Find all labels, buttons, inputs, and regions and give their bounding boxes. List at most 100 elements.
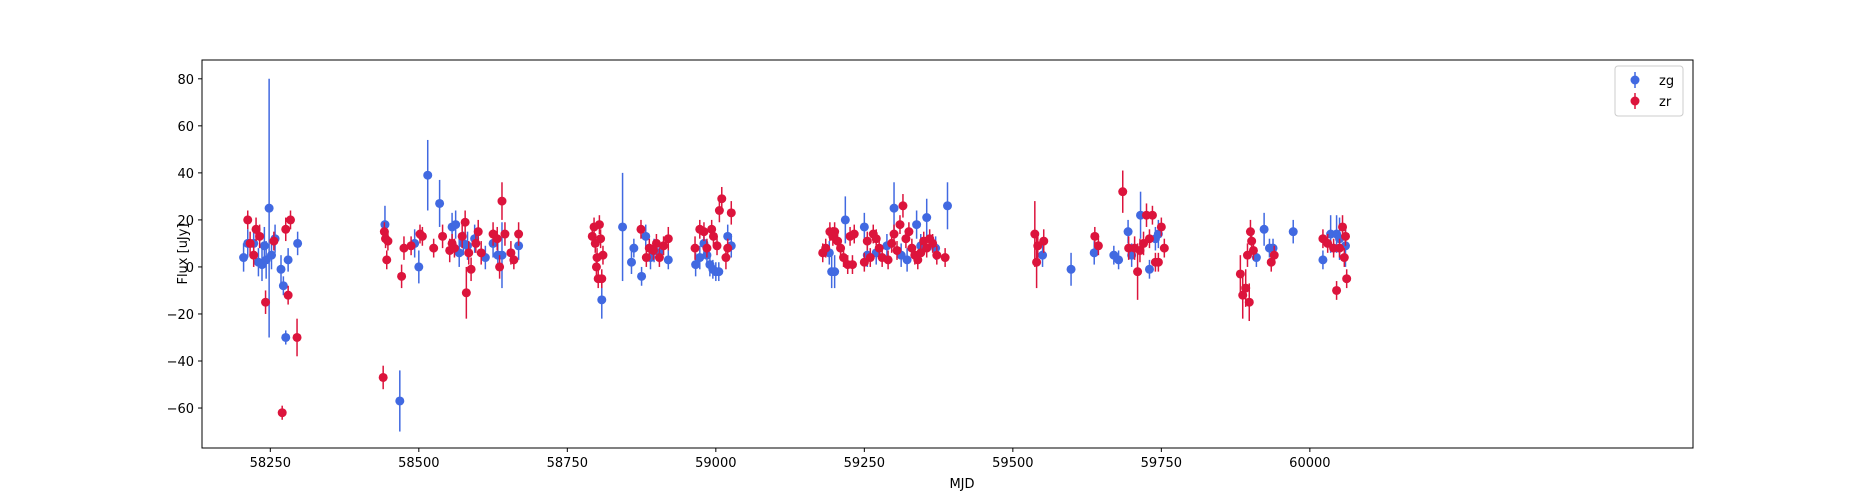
data-point (708, 231, 718, 241)
data-point (1066, 264, 1076, 274)
data-point (1144, 264, 1154, 274)
data-point (714, 205, 724, 215)
data-point (895, 220, 905, 230)
data-point (723, 231, 733, 241)
data-point (406, 241, 416, 251)
data-point (840, 215, 850, 225)
data-point (1269, 250, 1279, 260)
plot-frame (201, 59, 1694, 449)
x-tick-label: 59500 (992, 456, 1033, 471)
data-point (932, 250, 942, 260)
data-point (597, 295, 607, 305)
data-point (1247, 236, 1257, 246)
data-point (1144, 234, 1154, 244)
data-point (1332, 285, 1342, 295)
data-point (264, 203, 274, 213)
data-point (859, 222, 869, 232)
data-point (1259, 224, 1269, 234)
data-point (414, 262, 424, 272)
data-point (712, 241, 722, 251)
data-point (865, 253, 875, 263)
data-point (435, 198, 445, 208)
data-point (278, 281, 288, 291)
data-point (1123, 227, 1133, 237)
data-point (651, 238, 661, 248)
data-point (1090, 231, 1100, 241)
data-point (717, 194, 727, 204)
data-point (276, 264, 286, 274)
data-point (940, 253, 950, 263)
data-point (286, 215, 296, 225)
data-point (821, 243, 831, 253)
y-tick-label: −40 (167, 355, 194, 370)
data-point (699, 227, 709, 237)
data-point (255, 231, 265, 241)
x-axis-label: MJD (949, 477, 974, 492)
data-point (395, 396, 405, 406)
data-point (251, 224, 261, 234)
data-point (283, 290, 293, 300)
data-point (417, 231, 427, 241)
data-point (476, 248, 486, 258)
data-point (1153, 257, 1163, 267)
data-point (500, 229, 510, 239)
y-tick-label: 80 (177, 73, 194, 88)
series-zr (243, 170, 1352, 420)
data-point (438, 231, 448, 241)
data-point (382, 255, 392, 265)
data-point (889, 203, 899, 213)
data-point (1235, 269, 1245, 279)
data-point (492, 234, 502, 244)
data-point (514, 229, 524, 239)
x-tick-label: 58750 (547, 456, 588, 471)
data-point (267, 250, 277, 260)
data-point (239, 253, 249, 263)
data-point (464, 248, 474, 258)
data-point (839, 253, 849, 263)
data-point (1114, 255, 1124, 265)
data-point (912, 220, 922, 230)
y-tick-label: −20 (167, 308, 194, 323)
data-point (1089, 248, 1099, 258)
data-point (902, 255, 912, 265)
data-point (457, 231, 467, 241)
data-point (460, 217, 470, 227)
x-tick-label: 59250 (844, 456, 885, 471)
legend-label: zg (1659, 74, 1674, 89)
data-point (847, 260, 857, 270)
data-point (497, 196, 507, 206)
y-axis: −60 −40 −20 0 20 40 60 80 (167, 73, 202, 417)
legend-entry-zg: zg (1630, 72, 1674, 89)
y-tick-label: −60 (167, 402, 194, 417)
data-point (1268, 243, 1278, 253)
data-point (461, 288, 471, 298)
y-tick-label: 0 (186, 261, 194, 276)
data-point (830, 267, 840, 277)
data-point (663, 255, 673, 265)
data-point (721, 253, 731, 263)
data-point (883, 255, 893, 265)
legend-entry-zr: zr (1630, 93, 1672, 110)
data-point (1093, 241, 1103, 251)
data-point (429, 243, 439, 253)
data-point (889, 229, 899, 239)
data-point (1039, 236, 1049, 246)
data-point (922, 213, 932, 223)
data-point (449, 243, 459, 253)
data-point (283, 255, 293, 265)
data-point (943, 201, 952, 211)
data-point (898, 201, 908, 211)
data-point (1032, 257, 1042, 267)
data-point (629, 243, 639, 253)
data-point (1288, 227, 1298, 237)
data-point (463, 241, 473, 251)
data-point (618, 222, 628, 232)
x-tick-label: 59000 (695, 456, 736, 471)
x-tick-label: 60000 (1289, 456, 1330, 471)
plot-marks (239, 78, 1352, 432)
data-point (249, 250, 259, 260)
legend: zg zr (1614, 65, 1684, 117)
data-point (1340, 231, 1350, 241)
data-point (1038, 250, 1048, 260)
data-point (594, 220, 604, 230)
